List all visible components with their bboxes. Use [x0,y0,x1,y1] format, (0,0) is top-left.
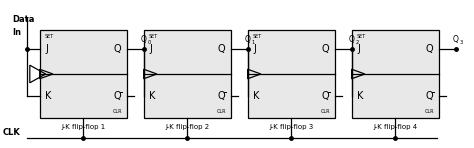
Text: CLR: CLR [217,109,227,114]
Text: Q: Q [114,44,121,54]
Text: J-K flip-flop 4: J-K flip-flop 4 [373,124,418,130]
Text: Q: Q [453,34,458,44]
Text: Q: Q [141,34,146,44]
Text: SET: SET [148,34,158,39]
Text: K: K [149,91,155,101]
Text: J-K flip-flop 3: J-K flip-flop 3 [269,124,313,130]
Text: 0: 0 [147,40,151,45]
Text: Q: Q [426,44,433,54]
Text: Q: Q [114,91,121,101]
Text: K: K [357,91,364,101]
Text: Q: Q [322,44,329,54]
Text: K: K [253,91,260,101]
Bar [144,30,231,118]
Text: K: K [46,91,52,101]
Text: CLR: CLR [113,109,122,114]
Text: J: J [46,44,48,54]
Text: Q: Q [218,91,226,101]
Text: J: J [253,44,256,54]
Text: Q: Q [426,91,433,101]
Text: CLR: CLR [425,109,434,114]
Bar [40,30,127,118]
Text: Q: Q [349,34,355,44]
Bar [247,30,335,118]
Text: J-K flip-flop 2: J-K flip-flop 2 [165,124,210,130]
Text: J: J [149,44,152,54]
Text: SET: SET [252,34,262,39]
Bar [352,30,439,118]
Text: Q: Q [322,91,329,101]
Text: SET: SET [45,34,54,39]
Text: CLR: CLR [321,109,330,114]
Text: Q: Q [218,44,226,54]
Text: 1: 1 [251,40,255,45]
Text: SET: SET [356,34,365,39]
Text: J: J [357,44,360,54]
Text: Q: Q [245,34,251,44]
Text: CLK: CLK [3,128,21,137]
Text: Data: Data [12,15,35,24]
Text: 2: 2 [356,40,359,45]
Text: 3: 3 [459,40,463,45]
Text: J-K flip-flop 1: J-K flip-flop 1 [61,124,106,130]
Text: In: In [12,28,21,37]
